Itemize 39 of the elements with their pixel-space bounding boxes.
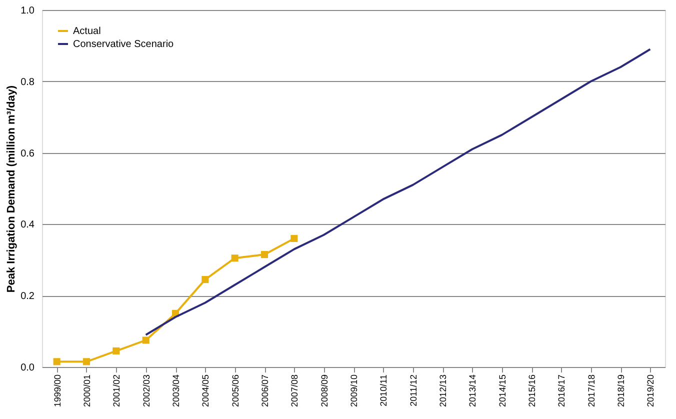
x-tick-label: 1999/00 [52, 374, 62, 408]
x-tick-label: 2018/19 [616, 374, 626, 408]
point [112, 347, 120, 354]
x-tick-label: 2007/08 [290, 374, 300, 408]
x-tick-label: 2003/04 [171, 374, 181, 408]
x-tick-label: 2008/09 [319, 374, 330, 408]
line-series [144, 48, 652, 336]
legend-label: Actual [73, 26, 101, 37]
x-tick-label: 2009/10 [349, 374, 359, 408]
x-tick-label: 2010/11 [378, 374, 389, 406]
x-tick-label: 2016/17 [556, 374, 567, 408]
x-tick-label: 2015/16 [527, 374, 537, 408]
y-tick-label: 0.6 [20, 148, 35, 160]
point [82, 358, 90, 366]
x-tick-label: 2017/18 [586, 374, 596, 408]
y-tick-label: 0.4 [20, 220, 35, 231]
x-tick-label: 2005/06 [230, 374, 240, 408]
y-tick-label: 0.2 [20, 291, 35, 302]
x-tick-label: 2006/07 [260, 374, 270, 408]
x-tick-label: 2011/12 [408, 374, 418, 406]
x-tick-label: 2000/01 [82, 374, 92, 408]
x-tick-label: 2019/20 [646, 374, 656, 408]
x-tick-label: 2002/03 [141, 374, 152, 408]
point [260, 251, 268, 258]
x-tick-label: 2001/02 [112, 374, 122, 408]
y-axis-title: Peak Irrigation Demand (million m³/day) [6, 85, 18, 293]
point [142, 336, 150, 344]
legend-label: Conservative Scenario [73, 39, 174, 50]
y-tick-label: 0.0 [20, 362, 35, 374]
point [202, 276, 209, 284]
point [53, 358, 60, 366]
point [231, 254, 238, 262]
x-tick-label: 2004/05 [200, 374, 211, 408]
x-tick-label: 2012/13 [438, 374, 448, 408]
y-tick-label: 1.0 [20, 6, 35, 16]
point [290, 234, 298, 242]
x-tick-label: 2013/14 [468, 374, 478, 408]
y-tick-label: 0.8 [20, 76, 35, 88]
x-tick-label: 2014/15 [497, 374, 508, 408]
